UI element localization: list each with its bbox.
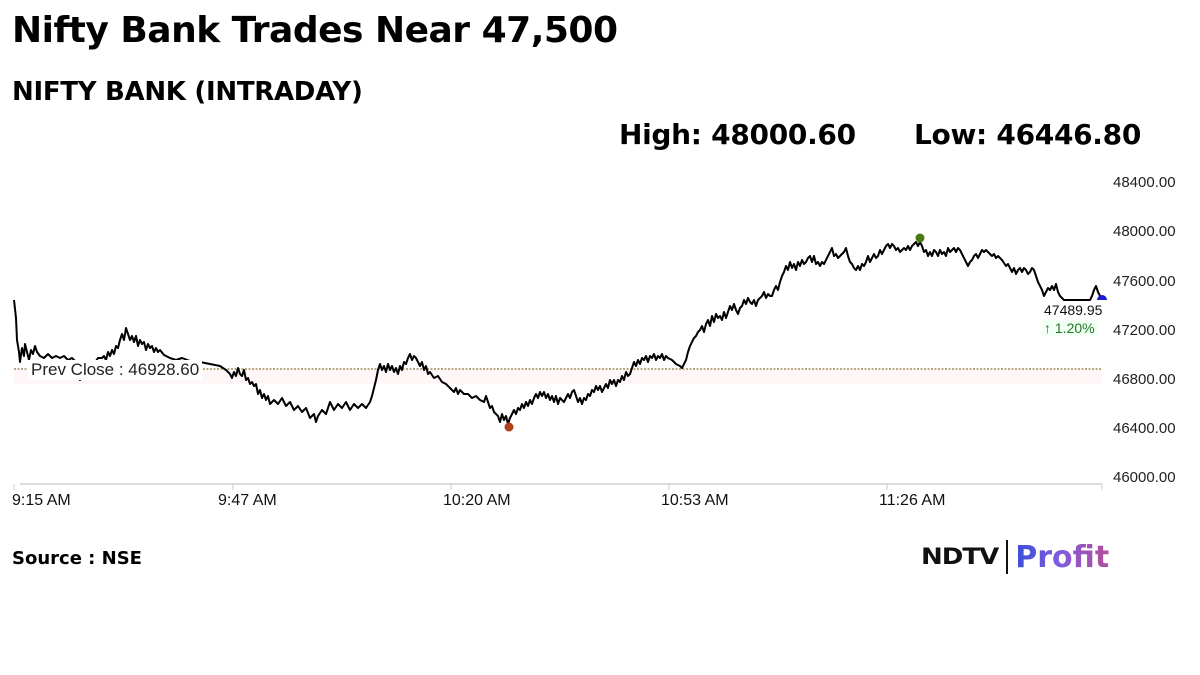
x-tick-0947: 9:47 AM: [218, 492, 277, 509]
x-tick-0915: 9:15 AM: [12, 492, 71, 509]
brand-profit: Profit: [1015, 539, 1110, 575]
prev-close-band: [14, 370, 1102, 384]
brand-divider: [1006, 540, 1009, 574]
y-tick-48000: 48000.00: [1113, 223, 1176, 240]
price-line: [13, 241, 1103, 425]
low-value: Low: 46446.80: [914, 118, 1142, 151]
y-tick-47200: 47200.00: [1113, 322, 1176, 339]
x-tick-1020: 10:20 AM: [443, 492, 511, 509]
y-tick-47600: 47600.00: [1113, 273, 1176, 290]
prev-close-label: Prev Close : 46928.60: [28, 360, 203, 380]
x-axis-ticks: [13, 484, 1103, 490]
change-percent-badge: ↑ 1.20%: [1042, 320, 1097, 336]
low-marker: [504, 422, 514, 432]
y-tick-48400: 48400.00: [1113, 174, 1176, 191]
high-value: High: 48000.60: [619, 118, 856, 151]
y-tick-46400: 46400.00: [1113, 420, 1176, 437]
x-tick-1126: 11:26 AM: [879, 492, 946, 509]
high-marker: [915, 233, 925, 243]
x-tick-1053: 10:53 AM: [661, 492, 729, 509]
ndtv-profit-logo: NDTV Profit: [921, 537, 1109, 577]
y-tick-46800: 46800.00: [1113, 371, 1176, 388]
y-tick-46000: 46000.00: [1113, 469, 1176, 486]
brand-ndtv: NDTV: [921, 544, 999, 570]
headline: Nifty Bank Trades Near 47,500: [12, 10, 618, 51]
last-price-label: 47489.95: [1044, 302, 1103, 318]
last-price-marker: [1097, 295, 1107, 300]
chart-title: NIFTY BANK (INTRADAY): [12, 77, 363, 107]
source-label: Source : NSE: [12, 548, 142, 569]
